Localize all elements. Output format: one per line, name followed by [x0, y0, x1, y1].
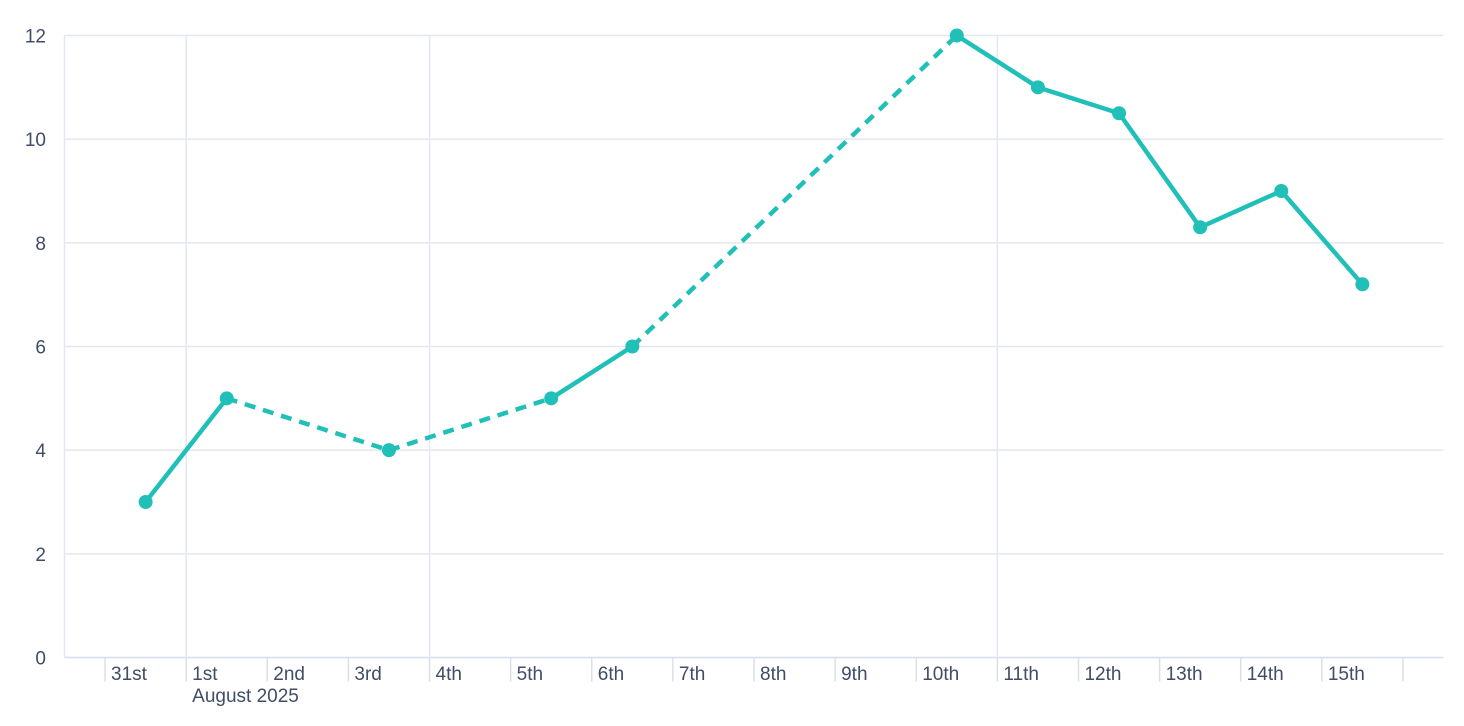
x-axis-label: 3rd: [354, 664, 381, 685]
series-segment-dashed: [388, 396, 552, 453]
series-segment-solid: [1117, 111, 1202, 229]
series-segment-solid: [143, 396, 229, 504]
x-axis-label: 1st: [192, 664, 218, 685]
y-axis-label: 8: [35, 234, 46, 255]
data-point-marker[interactable]: [381, 443, 396, 458]
data-point-marker[interactable]: [625, 339, 640, 354]
series-segment-dashed: [226, 396, 390, 453]
x-axis-label: 11th: [1003, 664, 1039, 685]
data-point-marker[interactable]: [949, 28, 964, 43]
data-point-marker[interactable]: [219, 391, 234, 406]
x-axis-label: 2nd: [273, 664, 305, 685]
x-axis-label: 7th: [679, 664, 705, 685]
y-axis-label: 6: [35, 338, 46, 359]
x-axis-label: 14th: [1247, 664, 1284, 685]
data-point-marker[interactable]: [1355, 277, 1370, 292]
x-axis-label: 6th: [598, 664, 624, 685]
x-axis-label: 13th: [1166, 664, 1203, 685]
data-point-marker[interactable]: [138, 495, 153, 509]
series-segment-solid: [1279, 189, 1365, 286]
data-point-marker[interactable]: [1112, 106, 1127, 121]
x-axis-label: 5th: [517, 664, 543, 685]
series-segment-solid: [1199, 188, 1283, 230]
x-axis-label: 4th: [436, 664, 462, 685]
x-axis-label: 12th: [1084, 664, 1121, 685]
series-segment-dashed: [630, 33, 959, 349]
data-point-marker[interactable]: [1274, 184, 1289, 198]
x-axis-label: 8th: [760, 664, 786, 685]
series-segment-solid: [955, 33, 1040, 90]
x-axis-label: 9th: [841, 664, 867, 685]
y-axis-label: 4: [35, 441, 46, 462]
y-axis-label: 2: [35, 545, 46, 566]
y-axis-label: 10: [25, 130, 46, 151]
y-axis-label: 12: [25, 27, 46, 48]
series-segment-solid: [549, 344, 634, 401]
x-axis-label: 15th: [1328, 664, 1365, 685]
data-point-marker[interactable]: [544, 391, 559, 406]
y-axis-label: 0: [35, 649, 46, 670]
x-axis-label: 10th: [922, 664, 959, 685]
month-label: August 2025: [192, 686, 299, 707]
data-point-marker[interactable]: [1193, 220, 1208, 235]
x-axis-label: 31st: [111, 664, 148, 685]
series-segment-solid: [1037, 85, 1120, 116]
data-point-marker[interactable]: [1030, 80, 1045, 95]
